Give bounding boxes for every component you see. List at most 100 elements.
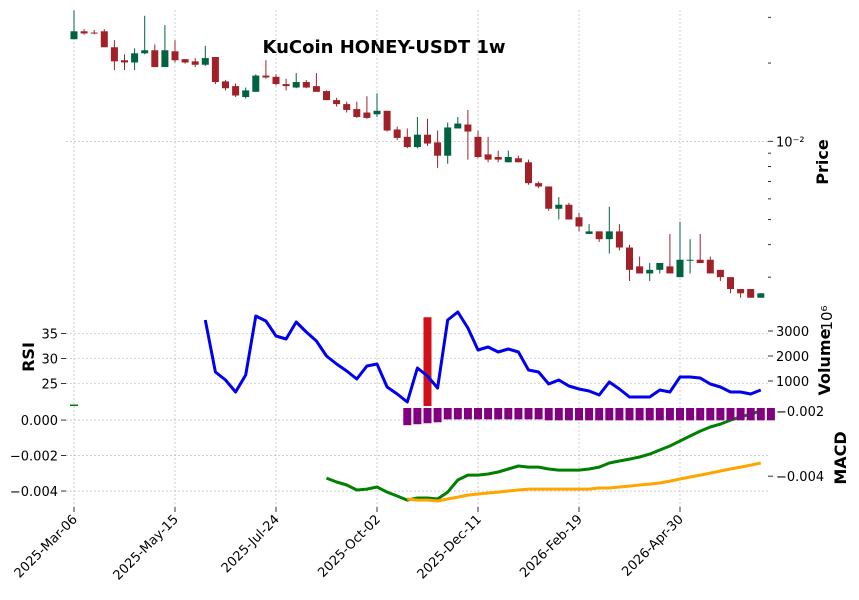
macd-tick-label: −0.002 <box>10 450 58 465</box>
candle-body <box>494 156 502 160</box>
candle-body <box>424 134 431 144</box>
rsi-line <box>203 310 762 404</box>
x-tick-label: 2026-Feb-19 <box>517 512 586 581</box>
macd-histogram-bar <box>433 408 442 423</box>
candle-body <box>282 84 290 87</box>
volume-tick-label: 2000 <box>776 350 809 365</box>
candle-body <box>292 82 300 88</box>
candle-body <box>333 100 341 105</box>
candle-body <box>272 76 280 85</box>
candle-body <box>444 127 452 156</box>
candle-body <box>211 57 219 83</box>
macd-histogram-bar <box>746 408 755 421</box>
x-tick-label: 2025-May-15 <box>111 512 182 583</box>
candle-body <box>161 50 169 68</box>
candle-body <box>525 162 532 184</box>
macd-histogram-bar <box>625 408 634 421</box>
candle-body <box>70 31 78 40</box>
candle-body <box>141 50 149 54</box>
candle-body <box>454 123 462 129</box>
macd-y2-tick-label: −0.004 <box>776 470 824 485</box>
macd-histogram-bar <box>696 408 705 421</box>
macd-histogram-bar <box>423 408 432 424</box>
macd-histogram-bar <box>544 408 553 421</box>
volume-bar <box>423 317 432 406</box>
macd-line <box>407 461 762 503</box>
volume-axis-label: Volume <box>815 328 834 395</box>
candle-body <box>474 136 482 157</box>
macd-histogram-bar <box>615 408 624 421</box>
price-axis-label: Price <box>813 139 832 185</box>
macd-tick-label: −0.004 <box>10 485 58 500</box>
macd-histogram-bar <box>484 408 493 420</box>
candle-body <box>747 289 755 298</box>
x-tick-label: 2025-Oct-02 <box>315 512 383 580</box>
macd-histogram-bar <box>706 408 715 421</box>
macd-histogram-bar <box>504 408 513 420</box>
volume-tick-label: 3000 <box>776 325 809 340</box>
candle-body <box>383 110 391 131</box>
macd-histogram-bar <box>645 408 654 421</box>
candle-body <box>434 142 442 156</box>
candle-body <box>312 86 320 92</box>
macd-histogram-bar <box>534 408 543 420</box>
macd-histogram-bar <box>716 408 725 421</box>
candle-body <box>656 263 664 270</box>
candle-body <box>302 82 310 88</box>
candle-body <box>555 204 563 209</box>
macd-y2-tick-label: −0.002 <box>776 405 824 420</box>
macd-histogram-bar <box>443 408 452 420</box>
macd-histogram-bar <box>403 408 412 426</box>
candle-body <box>403 136 411 148</box>
candle-body <box>373 110 381 115</box>
macd-histogram-bar <box>575 408 583 421</box>
candle-body <box>252 75 260 92</box>
candle-body <box>262 75 270 78</box>
macd-histogram-bar <box>494 408 503 420</box>
macd-histogram-bar <box>585 408 594 421</box>
rsi-tick-label: 30 <box>41 353 58 368</box>
candle-body <box>181 59 189 63</box>
macd-histogram-bar <box>453 408 462 420</box>
macd-tick-label: 0.000 <box>21 414 58 429</box>
x-tick-label: 2025-Mar-06 <box>12 512 81 581</box>
x-tick-label: 2025-Jul-24 <box>219 512 283 576</box>
candle-body <box>727 277 734 290</box>
candle-body <box>90 32 98 34</box>
candle-body <box>666 266 674 274</box>
candle-body <box>636 266 644 274</box>
candle-body <box>676 259 684 278</box>
macd-histogram-bar <box>676 408 684 421</box>
rsi-axis-label: RSI <box>19 342 38 372</box>
macd-histogram-bar <box>463 408 472 420</box>
candle-body <box>585 231 593 234</box>
macd-histogram-bar <box>726 408 735 421</box>
macd-line <box>325 409 762 502</box>
candle-body <box>626 247 633 270</box>
macd-histogram-bar <box>474 408 482 420</box>
rsi-tick-label: 25 <box>41 378 58 393</box>
candle-body <box>222 81 229 89</box>
candle-body <box>605 231 613 240</box>
candle-body <box>191 61 199 65</box>
macd-histogram-bar <box>756 408 765 421</box>
macd-histogram-bar <box>736 408 745 421</box>
macd-histogram-bar <box>605 408 614 421</box>
candle-body <box>646 269 654 274</box>
macd-histogram-bar <box>524 408 533 420</box>
candle-body <box>615 231 623 248</box>
candle-body <box>565 204 573 220</box>
candle-body <box>504 156 512 163</box>
candle-body <box>595 231 603 240</box>
candle-body <box>80 31 88 34</box>
candle-body <box>100 31 108 48</box>
x-tick-label: 2026-Apr-30 <box>619 512 686 579</box>
macd-histogram-bar <box>766 408 775 421</box>
candle-body <box>201 58 209 65</box>
candle-body <box>545 186 553 209</box>
x-tick-label: 2025-Dec-11 <box>415 512 485 582</box>
candle-body <box>323 91 330 101</box>
candle-body <box>464 124 472 132</box>
volume-tick-label: 1000 <box>776 375 809 390</box>
